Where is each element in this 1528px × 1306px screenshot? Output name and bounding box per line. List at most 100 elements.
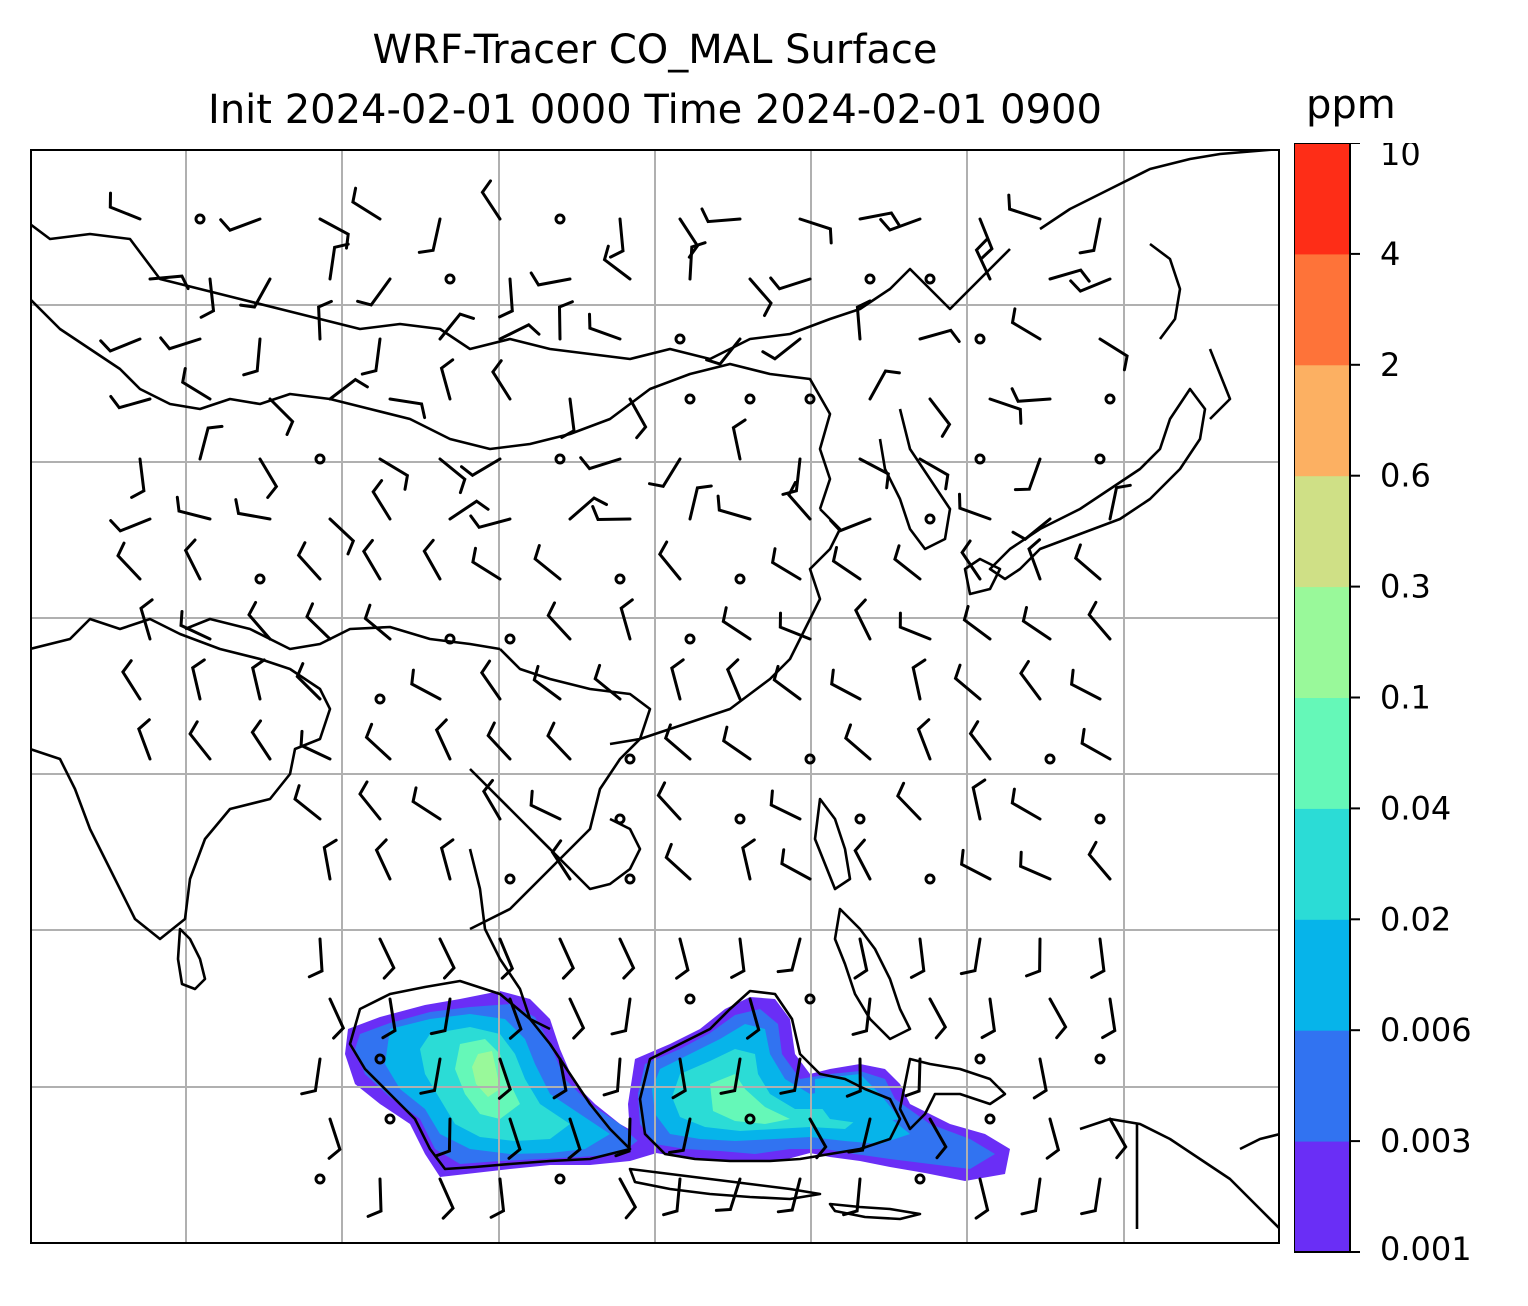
wind-barb <box>258 457 279 499</box>
calm-wind-marker <box>504 873 516 885</box>
calm-wind-marker <box>684 993 696 1005</box>
colorbar-band <box>1294 253 1350 366</box>
wind-barb <box>300 1057 322 1096</box>
wind-barb <box>552 1057 568 1100</box>
wind-barb <box>898 611 932 641</box>
calm-wind-marker <box>374 1053 386 1065</box>
wind-barb <box>918 457 950 491</box>
wind-barb <box>1108 1117 1128 1160</box>
wind-barb <box>159 336 202 351</box>
wind-barb <box>378 937 396 980</box>
calm-wind-marker <box>384 1113 396 1125</box>
wind-barb <box>779 1057 802 1095</box>
colorbar-unit-label: ppm <box>1306 82 1396 128</box>
wind-barb <box>1007 193 1042 221</box>
calm-wind-marker <box>504 633 516 645</box>
wind-barb <box>1010 387 1052 403</box>
wind-barb <box>725 658 742 701</box>
wind-barb <box>868 369 901 401</box>
wind-barb <box>191 658 206 701</box>
wind-barb <box>381 997 397 1040</box>
wind-barb <box>322 838 338 881</box>
wind-barb <box>730 937 746 979</box>
wind-barb <box>121 659 142 701</box>
wind-barb <box>429 997 452 1036</box>
wind-barb <box>438 937 456 980</box>
wind-barb <box>328 517 356 556</box>
wind-barb <box>295 662 322 701</box>
wind-barb <box>688 484 713 521</box>
wind-barb <box>719 1057 742 1095</box>
wind-barb <box>1019 660 1042 701</box>
wind-barb <box>116 541 142 581</box>
wind-barb <box>438 457 467 495</box>
colorbar-tick-label: 0.02 <box>1380 900 1451 938</box>
wind-barb <box>668 1117 692 1154</box>
wind-barb <box>928 1117 948 1160</box>
colorbar-tick-label: 10 <box>1380 143 1421 173</box>
wind-barb <box>529 789 562 821</box>
wind-barb <box>108 191 142 221</box>
wind-barb <box>374 838 392 881</box>
wind-barb <box>662 1177 682 1217</box>
wind-barb <box>798 217 833 245</box>
calm-wind-marker <box>314 1173 326 1185</box>
colorbar-tick-label: 0.001 <box>1380 1230 1472 1263</box>
wind-barb <box>974 238 992 281</box>
wind-barb <box>251 658 266 701</box>
wind-barb <box>928 397 952 438</box>
wind-barb <box>959 848 992 881</box>
wind-barb <box>1010 307 1042 341</box>
wind-barb <box>953 663 982 701</box>
wind-barb <box>657 540 682 581</box>
wind-barb <box>602 1057 622 1097</box>
wind-barb <box>183 538 202 581</box>
calm-wind-marker <box>1104 393 1116 405</box>
wind-barb <box>769 276 812 291</box>
wind-barb <box>1019 850 1052 881</box>
wind-barb <box>829 517 872 533</box>
wind-barb <box>770 547 802 581</box>
wind-barb <box>239 277 272 309</box>
wind-barb <box>664 842 692 881</box>
wind-barb <box>560 397 576 439</box>
wind-barb <box>628 397 648 440</box>
wind-barb <box>317 299 333 341</box>
wind-barb <box>356 277 392 307</box>
calm-wind-marker <box>864 273 876 285</box>
wind-barb <box>546 601 572 641</box>
calm-wind-marker <box>734 573 746 585</box>
wind-barb <box>845 1057 862 1098</box>
colorbar-band <box>1294 1030 1350 1142</box>
wind-barb <box>700 207 742 224</box>
wind-barb <box>434 718 452 761</box>
wind-barb <box>327 1117 342 1160</box>
wind-barb <box>776 937 802 974</box>
wind-barb <box>460 457 502 478</box>
wind-barb <box>480 179 502 221</box>
calm-wind-marker <box>744 1113 756 1125</box>
colorbar-tick-label: 0.3 <box>1380 568 1431 606</box>
calm-wind-marker <box>1094 1053 1106 1065</box>
wind-barb <box>896 781 922 821</box>
wind-barb <box>1021 606 1052 641</box>
wind-barb <box>448 499 490 521</box>
wind-barb <box>328 242 350 281</box>
wind-barb <box>567 1117 582 1160</box>
wind-barb <box>1101 997 1117 1040</box>
wind-barb <box>486 721 512 761</box>
wind-barb <box>746 997 761 1040</box>
wind-barb <box>853 838 872 881</box>
wind-barb <box>780 848 812 881</box>
calm-wind-marker <box>1044 753 1056 765</box>
wind-barb <box>361 538 382 581</box>
calm-wind-marker <box>554 1173 566 1185</box>
wind-barb <box>293 784 322 821</box>
colorbar-band <box>1294 475 1350 588</box>
wind-barb <box>489 1177 506 1219</box>
wind-barb <box>557 300 574 341</box>
colorbar-bands <box>1294 143 1350 1253</box>
wind-barb <box>1078 217 1102 255</box>
wind-barb <box>893 544 922 581</box>
wind-barb <box>778 611 812 641</box>
